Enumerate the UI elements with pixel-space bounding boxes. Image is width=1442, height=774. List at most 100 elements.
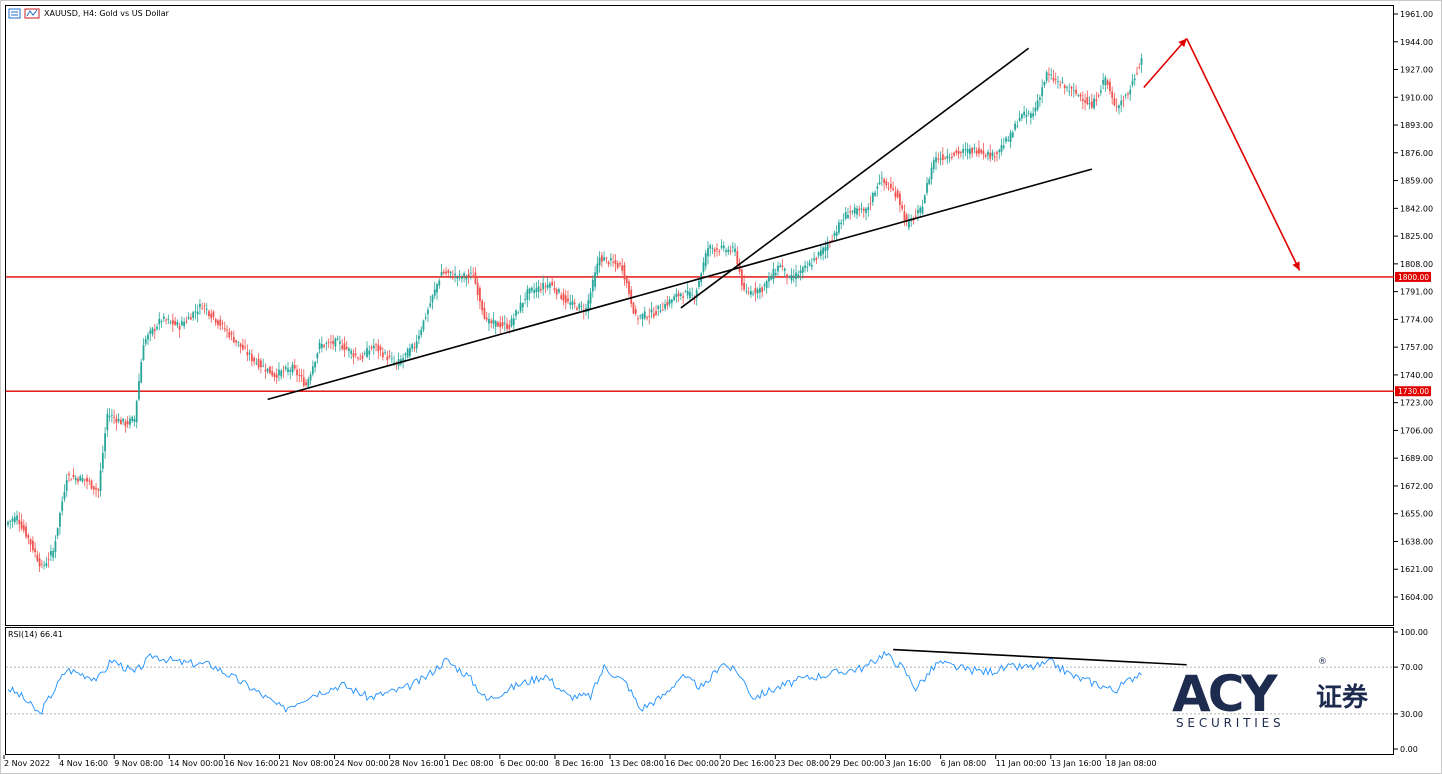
candle [1005,135,1007,144]
candle-body [537,286,540,292]
candle [88,477,91,485]
candle [598,251,601,273]
candle-body [673,296,676,301]
candle [149,326,152,342]
indicator-icon[interactable] [24,8,40,19]
price-tick-label: 1808.00 [1400,260,1433,269]
candle-body [460,276,463,279]
candle [29,537,32,552]
candle-body [162,316,165,319]
candle [117,413,120,424]
candle-body [244,346,246,348]
price-tick-label: 1893.00 [1400,121,1433,130]
candle [63,484,66,503]
candle-body [578,304,581,309]
candle [463,271,466,283]
candle [16,510,18,525]
candle-body [580,305,583,307]
candle [880,171,883,186]
candle [1045,70,1048,84]
candle-body [499,322,502,328]
candle-body [384,352,386,354]
candle-body [648,316,651,317]
candle-body [381,352,384,358]
trendlines[interactable] [267,47,1093,401]
price-tick-label: 1825.00 [1400,232,1433,241]
candle [971,146,974,158]
candle-body [1029,113,1032,118]
candle [214,317,217,327]
candle [61,496,64,516]
candle [440,263,443,277]
candle-body [587,300,590,312]
candle [133,415,136,427]
candle [1023,105,1025,119]
candle [926,177,928,196]
candle [506,317,508,332]
candle-body [278,369,280,376]
candle [1095,91,1098,106]
candle-body [325,343,328,344]
candle-body [903,211,906,221]
candle-body [743,282,746,290]
candle-body [485,317,488,320]
candle [318,338,321,354]
candle [11,515,14,528]
candle [350,348,353,360]
candle-body [542,283,545,290]
candle [964,142,967,157]
candle [201,302,204,310]
time-tick-label: 3 Jan 16:00 [886,759,932,768]
projection-arrows[interactable] [1143,37,1301,271]
candle-body [632,302,635,314]
candle [70,478,73,481]
candle [336,335,339,341]
candle-body [483,307,486,319]
candle [59,511,61,535]
candle [772,262,775,284]
candle [1124,92,1127,100]
chart-type-icon[interactable] [8,8,21,19]
candle [418,329,420,345]
candle [619,261,621,268]
candle-body [424,317,427,319]
candle-body [413,347,416,348]
candle [223,321,226,333]
candle-body [350,350,353,354]
candle-body [779,265,782,268]
candle [797,270,800,279]
candle [896,188,899,199]
candle-body [908,218,910,228]
candle [248,349,251,361]
candle [151,326,154,337]
candle-body [377,344,380,352]
candle [235,339,237,347]
candle-body [747,292,750,294]
candle [320,336,323,353]
candle-body [456,276,459,279]
candle-body [1084,100,1086,103]
candle-body [508,325,511,329]
candle [838,219,840,235]
candle-body [393,362,396,364]
candle [1036,94,1039,112]
candle [989,144,992,162]
logo-sub: S E C U R I T I E S [1176,716,1281,730]
candle [589,288,592,310]
candle [237,341,240,348]
candle [576,305,578,311]
candle-body [768,276,770,282]
candle-body [1129,89,1132,95]
price-tick-label: 1740.00 [1400,371,1433,380]
candle-body [804,265,806,268]
candle [759,283,761,300]
candle-body [74,477,77,481]
candle [185,316,188,325]
candle [375,342,377,352]
candle-body [892,188,895,190]
candle-body [433,289,436,296]
candle [488,312,490,332]
candle-body [436,284,438,293]
candle [264,363,267,379]
